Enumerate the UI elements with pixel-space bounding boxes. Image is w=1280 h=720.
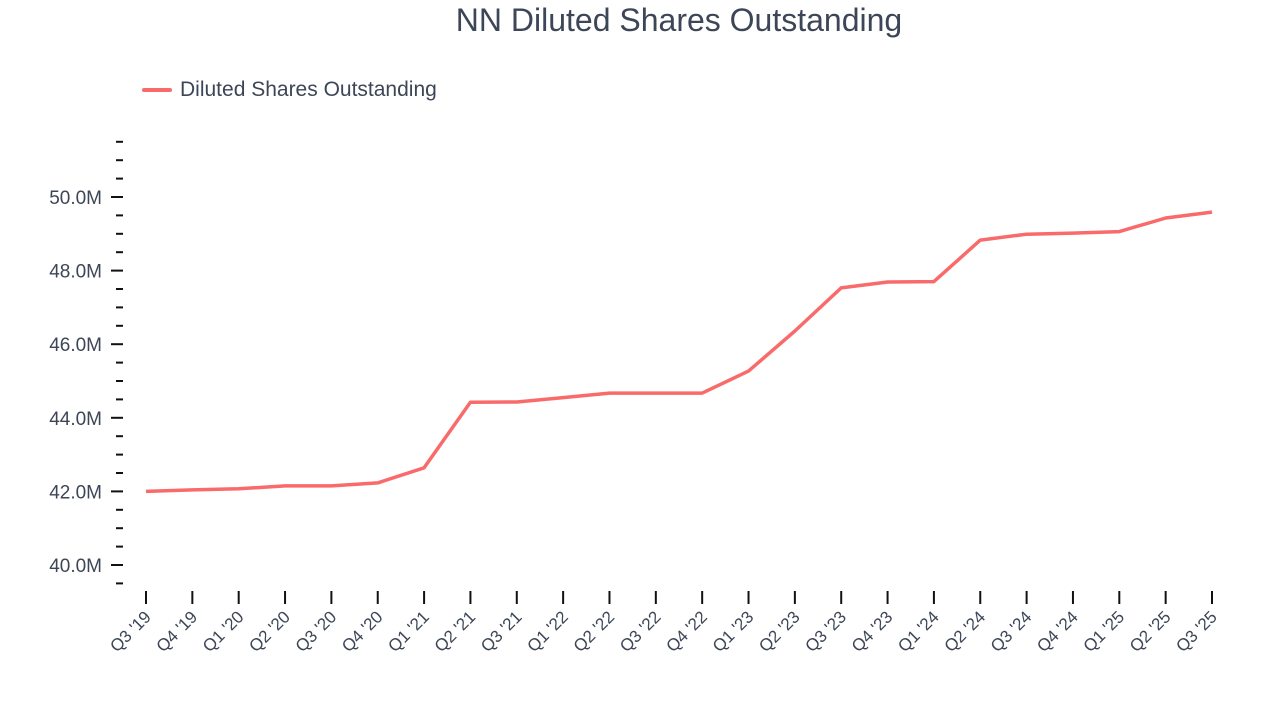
x-tick-label: Q1 '20 xyxy=(199,607,247,655)
x-tick-label: Q1 '23 xyxy=(709,607,757,655)
y-tick-label: 44.0M xyxy=(49,409,102,430)
y-tick-label: 50.0M xyxy=(49,188,102,209)
y-axis: 40.0M 42.0M 44.0M 46.0M 48.0M 50.0M xyxy=(49,140,123,585)
y-tick-label: 48.0M xyxy=(49,262,102,283)
x-tick-label: Q2 '24 xyxy=(941,607,989,655)
x-tick-label: Q3 '19 xyxy=(106,607,154,655)
legend-swatch xyxy=(142,88,172,92)
y-tick-label: 40.0M xyxy=(49,556,102,577)
y-tick-label: 42.0M xyxy=(49,482,102,503)
legend-label: Diluted Shares Outstanding xyxy=(180,78,437,101)
x-tick-label: Q4 '23 xyxy=(848,607,896,655)
legend: Diluted Shares Outstanding xyxy=(142,78,437,102)
chart-title: NN Diluted Shares Outstanding xyxy=(455,2,903,38)
x-tick-label: Q1 '24 xyxy=(894,607,942,655)
x-tick-label: Q1 '25 xyxy=(1080,607,1128,655)
x-tick-label: Q4 '19 xyxy=(153,607,201,655)
y-tick-label: 46.0M xyxy=(49,335,102,356)
x-tick-label: Q1 '21 xyxy=(384,607,432,655)
x-tick-label: Q2 '25 xyxy=(1126,607,1174,655)
x-tick-label: Q2 '23 xyxy=(755,607,803,655)
x-tick-label: Q4 '22 xyxy=(663,607,711,655)
x-tick-label: Q2 '21 xyxy=(431,607,479,655)
x-tick-label: Q1 '22 xyxy=(523,607,571,655)
x-tick-label: Q2 '22 xyxy=(570,607,618,655)
x-tick-label: Q4 '20 xyxy=(338,607,386,655)
x-tick-label: Q4 '24 xyxy=(1033,607,1081,655)
x-tick-label: Q3 '23 xyxy=(802,607,850,655)
x-tick-label: Q3 '22 xyxy=(616,607,664,655)
x-tick-label: Q3 '20 xyxy=(292,607,340,655)
x-tick-label: Q3 '21 xyxy=(477,607,525,655)
x-tick-label: Q2 '20 xyxy=(245,607,293,655)
x-tick-label: Q3 '25 xyxy=(1172,607,1220,655)
x-tick-label: Q3 '24 xyxy=(987,607,1035,655)
series-line-diluted-shares xyxy=(145,210,1213,494)
